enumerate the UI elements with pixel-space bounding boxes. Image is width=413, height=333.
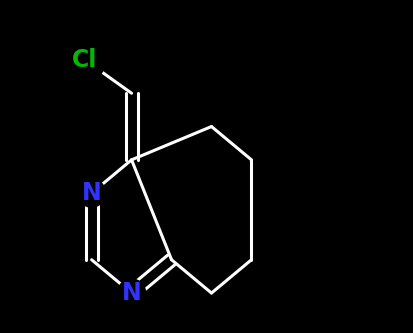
Circle shape — [118, 279, 145, 307]
Text: Cl: Cl — [72, 48, 97, 72]
Text: N: N — [122, 281, 141, 305]
Circle shape — [64, 39, 106, 81]
Circle shape — [78, 179, 106, 207]
Text: N: N — [82, 181, 102, 205]
